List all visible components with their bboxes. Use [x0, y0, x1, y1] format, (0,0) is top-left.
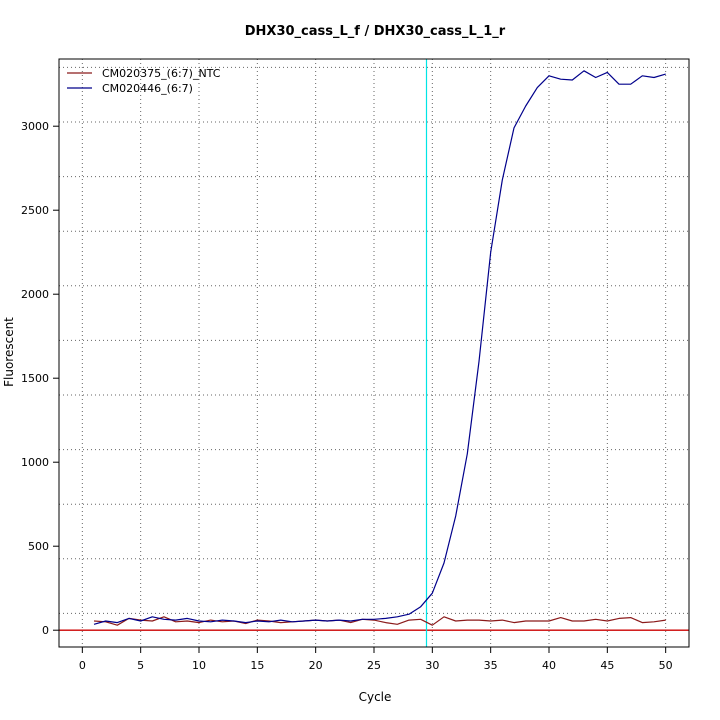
y-tick-label: 1000: [21, 456, 49, 469]
y-tick-label: 2000: [21, 288, 49, 301]
x-tick-label: 40: [542, 659, 556, 672]
legend-label-2: CM020446_(6:7): [102, 82, 193, 95]
axis-layer: 0 5 10 15 20 25 30 35 40 45 5005001000150020002500…: [21, 58, 690, 672]
y-axis-label: Fluorescent: [2, 317, 16, 387]
grid-layer: [59, 59, 689, 647]
x-tick-label: 35: [484, 659, 498, 672]
legend: CM020375_(6:7)_NTC CM020446_(6:7): [67, 67, 221, 95]
y-tick-label: 500: [28, 540, 49, 553]
series-line-1: [93, 616, 666, 626]
x-tick-label: 15: [250, 659, 264, 672]
chart-title: DHX30_cass_L_f / DHX30_cass_L_1_r: [245, 24, 506, 39]
series-layer: [59, 59, 689, 647]
x-tick-label: 0: [79, 659, 86, 672]
y-tick-label: 3000: [21, 120, 49, 133]
x-tick-label: 30: [425, 659, 439, 672]
x-tick-label: 50: [659, 659, 673, 672]
x-tick-label: 20: [309, 659, 323, 672]
y-tick-label: 1500: [21, 372, 49, 385]
legend-label-1: CM020375_(6:7)_NTC: [102, 67, 221, 80]
x-axis-label: Cycle: [359, 690, 392, 704]
x-tick-label: 5: [137, 659, 144, 672]
series-line-2: [93, 70, 666, 625]
x-tick-label: 45: [600, 659, 614, 672]
y-tick-label: 0: [42, 624, 49, 637]
y-tick-label: 2500: [21, 204, 49, 217]
x-tick-label: 10: [192, 659, 206, 672]
x-tick-label: 25: [367, 659, 381, 672]
